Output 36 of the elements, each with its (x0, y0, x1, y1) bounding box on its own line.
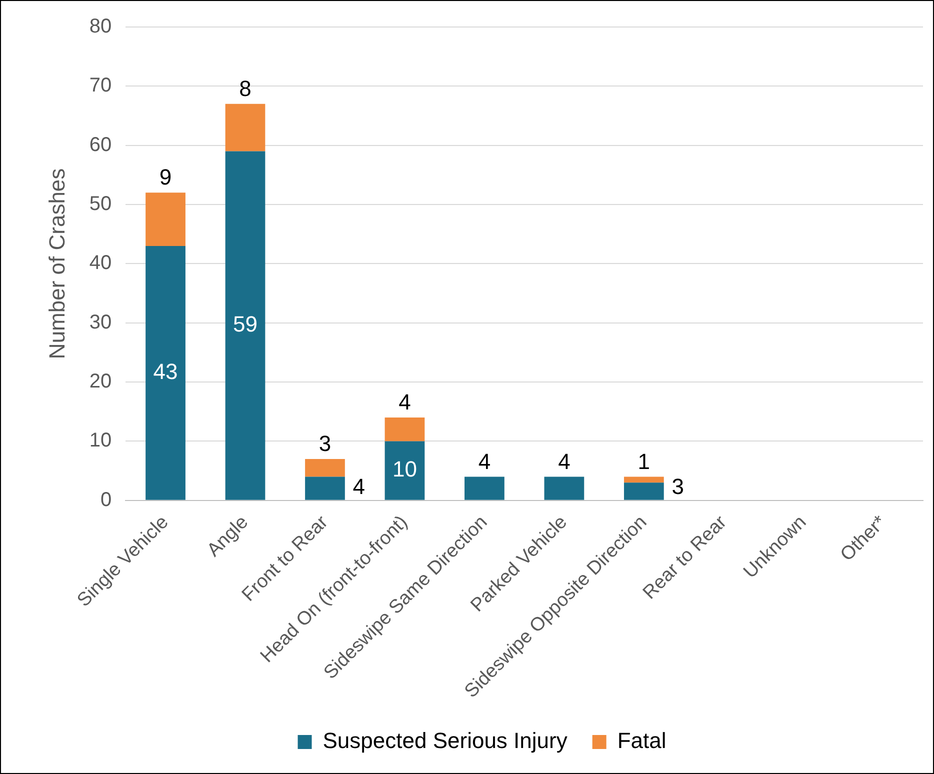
bar (544, 476, 584, 500)
data-label: 10 (392, 456, 417, 482)
bar (624, 482, 664, 500)
data-label: 9 (159, 164, 172, 190)
y-tick-label: 30 (89, 311, 112, 334)
data-label: 4 (558, 448, 570, 474)
bar (384, 441, 425, 500)
data-label: 3 (672, 474, 684, 499)
data-label: 43 (153, 358, 178, 384)
bar (384, 418, 425, 442)
y-tick-label: 60 (89, 134, 112, 156)
y-tick-label: 80 (89, 16, 112, 38)
bar (305, 458, 345, 477)
bar (305, 476, 345, 500)
bar (146, 192, 186, 246)
bar (146, 246, 186, 500)
legend-label: Fatal (617, 728, 666, 754)
data-label: 59 (233, 312, 258, 337)
y-tick-label: 40 (89, 252, 112, 274)
data-label: 4 (398, 390, 411, 415)
bar (225, 151, 266, 500)
y-axis-title: Number of Crashes (44, 168, 70, 360)
data-label: 3 (318, 431, 332, 456)
y-tick-label: 20 (89, 370, 112, 393)
y-tick-label: 70 (89, 74, 112, 97)
bar (624, 476, 664, 483)
bar (225, 104, 266, 152)
y-tick-label: 10 (89, 430, 112, 452)
bar (464, 476, 504, 500)
data-label: 8 (239, 76, 252, 101)
data-label: 1 (638, 448, 650, 474)
y-tick-label: 50 (89, 193, 112, 216)
legend-label: Suspected Serious Injury (322, 728, 568, 754)
data-label: 4 (352, 474, 366, 499)
data-label: 4 (478, 448, 491, 474)
y-tick-label: 0 (100, 488, 112, 511)
